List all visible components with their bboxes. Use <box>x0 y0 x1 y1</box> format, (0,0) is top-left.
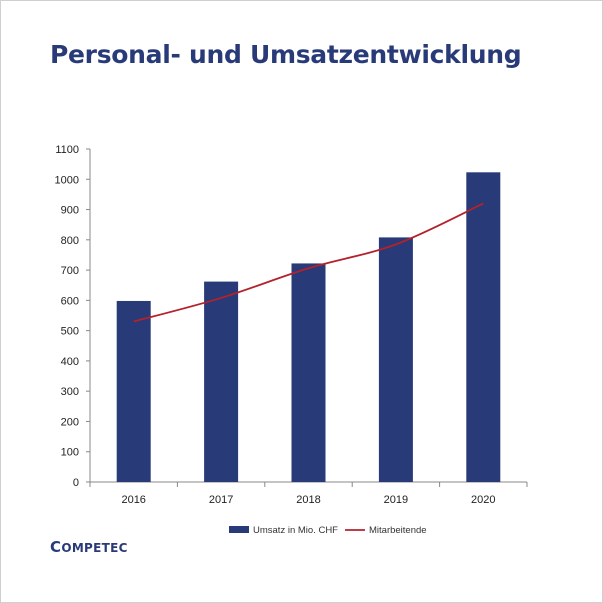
y-tick-label: 100 <box>61 447 79 459</box>
page-title: Personal- und Umsatzentwicklung <box>50 40 522 69</box>
bar <box>204 281 239 482</box>
y-tick-label: 400 <box>61 356 79 368</box>
bar-series <box>116 172 501 482</box>
y-tick-label: 800 <box>61 235 79 247</box>
y-tick-label: 300 <box>61 386 79 398</box>
legend-line-label: Mitarbeitende <box>369 525 427 536</box>
bar <box>378 237 413 482</box>
bar <box>466 172 501 482</box>
y-tick-label: 200 <box>61 416 79 428</box>
y-tick-label: 900 <box>61 205 79 217</box>
y-axis: 0 100 200 300 400 500 600 700 800 900 1000 1100 <box>55 144 91 489</box>
line-series <box>133 202 484 323</box>
brand-logo: COMPETEC <box>50 538 128 556</box>
x-tick-label: 2020 <box>471 494 495 506</box>
x-tick-label: 2019 <box>384 494 408 506</box>
bar <box>116 300 151 482</box>
bar <box>291 263 326 482</box>
y-tick-label: 0 <box>73 477 79 489</box>
legend-bar-swatch <box>229 526 249 533</box>
legend: Umsatz in Mio. CHF Mitarbeitende <box>229 525 427 536</box>
x-axis: 2016 2017 2018 2019 2020 <box>89 481 528 506</box>
legend-bar-label: Umsatz in Mio. CHF <box>253 525 338 536</box>
y-tick-label: 700 <box>61 265 79 277</box>
x-tick-label: 2018 <box>296 494 320 506</box>
x-tick-label: 2017 <box>209 494 233 506</box>
y-tick-label: 1000 <box>55 174 79 186</box>
y-tick-label: 500 <box>61 326 79 338</box>
y-tick-label: 600 <box>61 295 79 307</box>
y-tick-label: 1100 <box>55 144 79 156</box>
x-tick-label: 2016 <box>121 494 145 506</box>
